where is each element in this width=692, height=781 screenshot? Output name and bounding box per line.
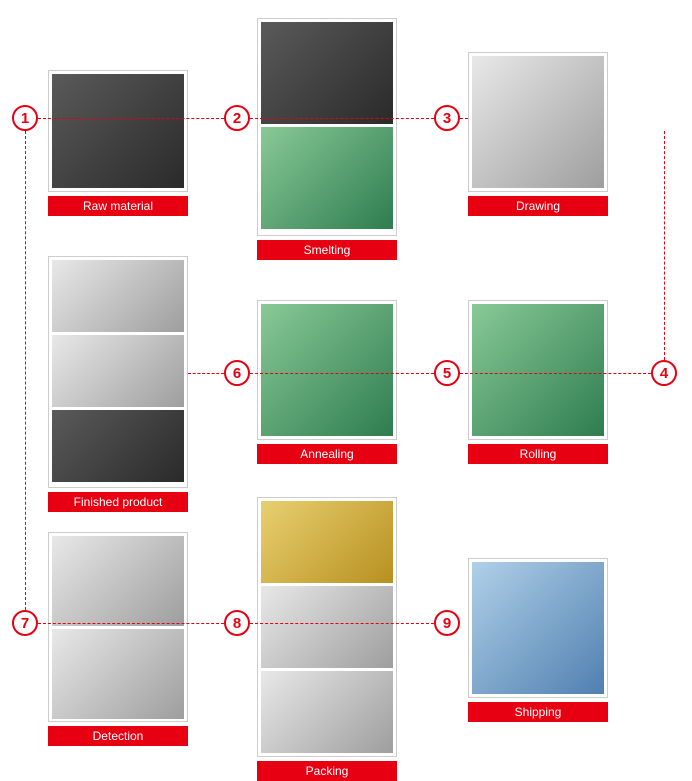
step-image: [472, 304, 604, 436]
flow-connector: [25, 131, 26, 610]
step-image: [52, 410, 184, 482]
flow-connector: [460, 118, 468, 119]
step-number-badge: 5: [434, 360, 460, 386]
step-card-detection: [48, 532, 188, 722]
step-card-drawing: [468, 52, 608, 192]
step-image: [52, 74, 184, 188]
step-label: Packing: [257, 761, 397, 781]
step-number-badge: 8: [224, 610, 250, 636]
step-label: Raw material: [48, 196, 188, 216]
step-image: [52, 335, 184, 407]
step-card-finished-product: [48, 256, 188, 488]
flow-connector: [460, 373, 651, 374]
step-card-raw-material: [48, 70, 188, 192]
step-image: [261, 304, 393, 436]
step-number-badge: 3: [434, 105, 460, 131]
step-image: [261, 127, 393, 229]
step-label: Annealing: [257, 444, 397, 464]
step-number-badge: 4: [651, 360, 677, 386]
step-card-annealing: [257, 300, 397, 440]
flow-connector: [38, 118, 224, 119]
step-number-badge: 9: [434, 610, 460, 636]
step-number-badge: 1: [12, 105, 38, 131]
flow-connector: [664, 131, 665, 360]
step-number-badge: 6: [224, 360, 250, 386]
step-label: Drawing: [468, 196, 608, 216]
step-number-badge: 2: [224, 105, 250, 131]
step-image: [52, 536, 184, 626]
step-card-shipping: [468, 558, 608, 698]
step-image: [52, 260, 184, 332]
step-label: Smelting: [257, 240, 397, 260]
step-image: [261, 22, 393, 124]
step-card-packing: [257, 497, 397, 757]
step-number-badge: 7: [12, 610, 38, 636]
step-image: [261, 671, 393, 753]
step-image: [472, 562, 604, 694]
step-card-smelting: [257, 18, 397, 236]
flow-connector: [250, 623, 434, 624]
flow-connector: [250, 373, 434, 374]
step-label: Detection: [48, 726, 188, 746]
step-label: Finished product: [48, 492, 188, 512]
flow-connector: [188, 373, 224, 374]
step-image: [261, 501, 393, 583]
step-card-rolling: [468, 300, 608, 440]
flow-connector: [250, 118, 434, 119]
flow-connector: [38, 623, 224, 624]
step-label: Shipping: [468, 702, 608, 722]
step-image: [472, 56, 604, 188]
step-image: [261, 586, 393, 668]
step-label: Rolling: [468, 444, 608, 464]
step-image: [52, 629, 184, 719]
